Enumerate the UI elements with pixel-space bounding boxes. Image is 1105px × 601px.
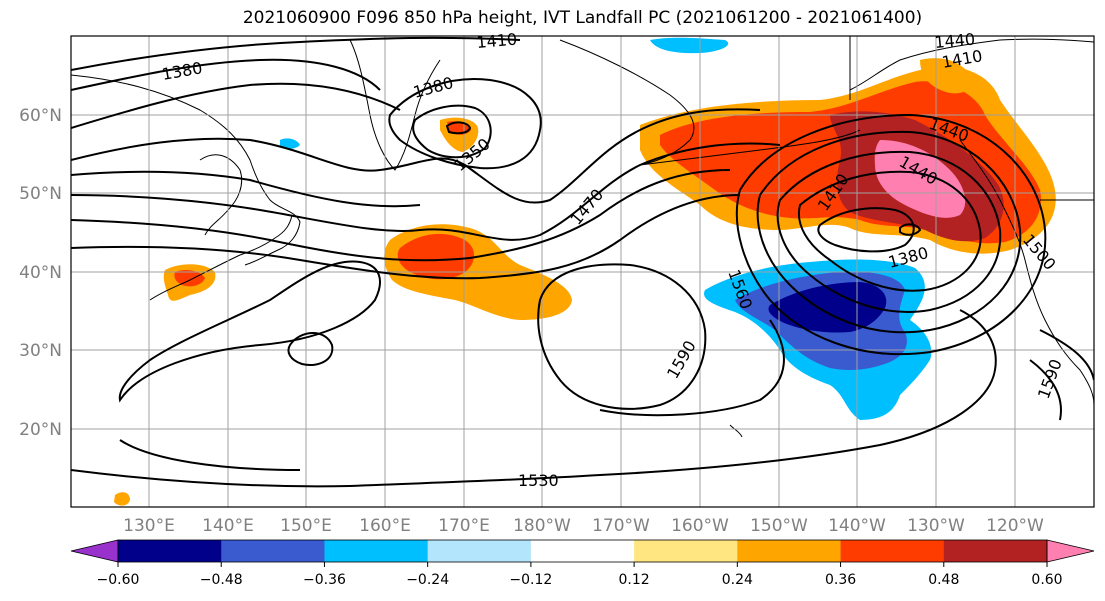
colorbar-tick-label: 0.60 <box>1031 572 1062 588</box>
colorbar-frame <box>117 539 1048 563</box>
lon-label: 170°E <box>438 516 490 536</box>
contour-label: 1530 <box>518 471 559 490</box>
lon-label: 140°E <box>202 516 254 536</box>
lon-label: 150°E <box>280 516 332 536</box>
lon-label: 180°W <box>513 516 571 536</box>
colorbar-segment <box>221 540 325 562</box>
lat-label: 60°N <box>19 106 62 126</box>
lat-label: 50°N <box>19 184 62 204</box>
map-frame <box>70 35 1095 508</box>
colorbar-tick-label: −0.60 <box>97 572 140 588</box>
colorbar-tick-label: −0.48 <box>200 572 243 588</box>
colorbar-segment <box>943 540 1048 562</box>
colorbar-tick-label: −0.12 <box>509 572 552 588</box>
lon-label: 160°W <box>671 516 729 536</box>
lon-label: 130°E <box>123 516 175 536</box>
colorbar-extend-max <box>1046 539 1095 563</box>
colorbar: −0.60 −0.48 −0.36 −0.24 −0.12 0.12 0.24 0.36 0.4… <box>70 539 1095 588</box>
contour-label: 1410 <box>476 30 518 52</box>
longitude-labels: 130°E 140°E 150°E 160°E 170°E 180°W 170°… <box>123 516 1044 536</box>
figure-title: 2021060900 F096 850 hPa height, IVT Land… <box>242 8 923 28</box>
colorbar-tick-label: 0.36 <box>825 572 856 588</box>
ivt-negative-shading <box>280 37 932 420</box>
lon-label: 140°W <box>828 516 886 536</box>
colorbar-tick-label: 0.24 <box>722 572 753 588</box>
lat-label: 20°N <box>19 420 62 440</box>
contour-label: 1440 <box>934 30 976 52</box>
colorbar-tick-label: −0.36 <box>303 572 346 588</box>
lon-label: 170°W <box>592 516 650 536</box>
colorbar-tick-label: 0.48 <box>928 572 959 588</box>
colorbar-segment <box>118 540 222 562</box>
colorbar-tick-label: −0.24 <box>406 572 449 588</box>
lon-label: 120°W <box>986 516 1044 536</box>
latitude-labels: 60°N 50°N 40°N 30°N 20°N <box>19 106 62 440</box>
lat-label: 40°N <box>19 263 62 283</box>
lat-label: 30°N <box>19 341 62 361</box>
colorbar-segment <box>737 540 842 562</box>
colorbar-segment <box>324 540 429 562</box>
colorbar-tick-label: 0.12 <box>619 572 650 588</box>
colorbar-extend-min <box>70 539 119 563</box>
lon-label: 150°W <box>750 516 808 536</box>
colorbar-segment <box>427 540 532 562</box>
height-contours <box>71 36 1094 488</box>
map-layer <box>71 36 1094 507</box>
colorbar-segment <box>634 540 738 562</box>
lon-label: 160°E <box>359 516 411 536</box>
lon-label: 130°W <box>907 516 965 536</box>
colorbar-segment <box>530 540 635 562</box>
colorbar-segment <box>840 540 945 562</box>
